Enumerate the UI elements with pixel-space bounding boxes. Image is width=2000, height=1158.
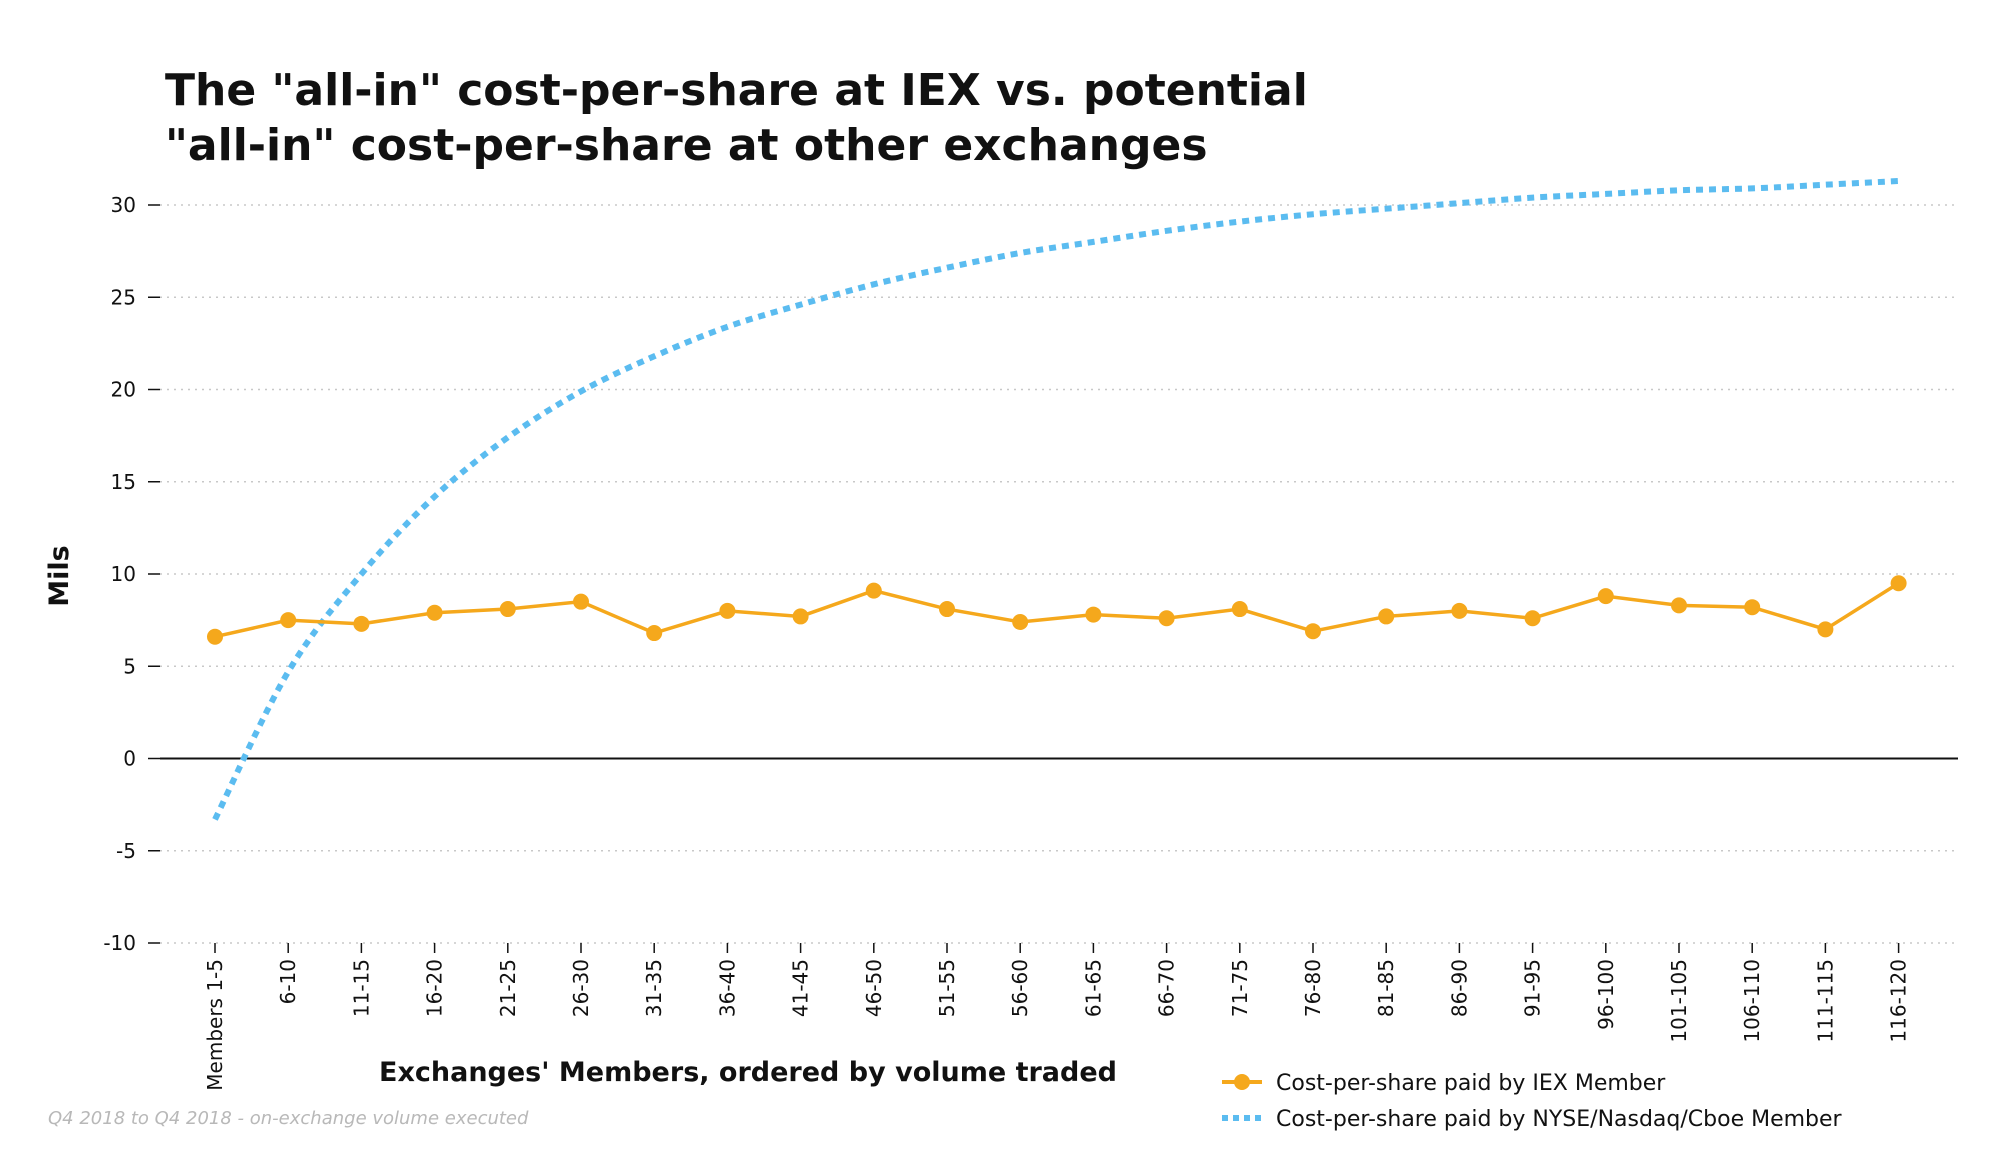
data-point-iex xyxy=(573,593,589,610)
legend-marker-iex xyxy=(1234,1074,1250,1090)
series-layer xyxy=(207,178,1907,821)
x-tick-label: 86-90 xyxy=(1447,959,1471,1017)
data-point-iex xyxy=(865,582,882,599)
y-tick-label: 20 xyxy=(111,378,136,402)
x-tick-label: 56-60 xyxy=(1008,959,1032,1017)
data-point-iex xyxy=(353,615,370,632)
data-point-iex xyxy=(1158,610,1175,627)
x-tick-label: Members 1-5 xyxy=(203,959,227,1091)
x-tick-label: 21-25 xyxy=(496,959,520,1017)
data-point-iex xyxy=(1012,613,1029,630)
data-point-iex xyxy=(1378,608,1395,625)
data-point-iex xyxy=(1451,602,1468,619)
x-tick-label: 36-40 xyxy=(715,959,739,1017)
x-tick-label: 46-50 xyxy=(862,959,886,1017)
legend-label-iex: Cost-per-share paid by IEX Member xyxy=(1276,1071,1666,1096)
data-point-iex xyxy=(207,628,223,645)
chart-title-line-2: "all-in" cost-per-share at other exchang… xyxy=(165,120,1208,171)
y-tick-label: 15 xyxy=(111,470,136,494)
y-tick-label: 30 xyxy=(111,193,136,217)
chart-title-line-1: The "all-in" cost-per-share at IEX vs. p… xyxy=(165,65,1308,116)
y-tick-label: -10 xyxy=(103,931,136,955)
series-line-iex xyxy=(214,581,1900,639)
data-point-iex xyxy=(939,601,955,618)
data-point-iex xyxy=(646,625,663,642)
x-tick-label: 116-120 xyxy=(1887,959,1911,1043)
data-point-iex xyxy=(1524,610,1541,627)
data-point-iex xyxy=(280,612,297,629)
x-tick-label: 66-70 xyxy=(1155,959,1179,1017)
y-tick-label: -5 xyxy=(116,839,136,863)
x-tick-label: 91-95 xyxy=(1521,959,1545,1017)
data-point-iex xyxy=(1744,599,1761,616)
legend: Cost-per-share paid by IEX Member Cost-p… xyxy=(1222,1071,1843,1132)
x-tick-label: 26-30 xyxy=(569,959,593,1017)
y-tick-label: 10 xyxy=(111,562,136,586)
data-point-iex xyxy=(426,604,443,621)
y-tick-label: 0 xyxy=(123,747,136,771)
data-point-iex xyxy=(1597,588,1614,605)
data-point-iex xyxy=(1305,623,1321,640)
x-tick-label: 16-20 xyxy=(423,959,447,1017)
data-point-iex xyxy=(1671,597,1687,614)
x-axis: Members 1-5 6-10 11-15 16-20 21-25 26-30 31-35… xyxy=(203,943,1911,1091)
x-tick-label: 6-10 xyxy=(276,959,300,1004)
x-tick-label: 61-65 xyxy=(1081,959,1105,1017)
data-point-iex xyxy=(792,608,809,625)
gridlines xyxy=(160,204,1958,944)
data-point-iex xyxy=(1817,621,1834,638)
series-line-other-exchanges xyxy=(212,178,1899,821)
x-tick-label: 81-85 xyxy=(1374,959,1398,1017)
x-tick-label: 76-80 xyxy=(1301,959,1325,1017)
y-axis: 30 25 20 15 10 5 0 -5 -10 xyxy=(103,193,160,955)
data-point-iex xyxy=(1890,575,1907,592)
y-tick-label: 25 xyxy=(111,285,136,309)
x-tick-label: 101-105 xyxy=(1667,959,1691,1043)
x-tick-label: 51-55 xyxy=(935,959,959,1017)
data-point-iex xyxy=(499,601,516,618)
data-point-iex xyxy=(1231,601,1248,618)
x-tick-label: 41-45 xyxy=(789,959,813,1017)
data-point-iex xyxy=(1085,606,1102,623)
y-axis-title: Mils xyxy=(44,545,75,606)
x-tick-label: 96-100 xyxy=(1594,959,1618,1030)
x-tick-label: 106-110 xyxy=(1740,959,1764,1043)
data-point-iex xyxy=(719,602,736,619)
legend-label-other-exchanges: Cost-per-share paid by NYSE/Nasdaq/Cboe … xyxy=(1276,1107,1843,1132)
x-axis-title: Exchanges' Members, ordered by volume tr… xyxy=(379,1057,1117,1088)
x-tick-label: 71-75 xyxy=(1228,959,1252,1017)
y-tick-label: 5 xyxy=(123,654,136,678)
footnote: Q4 2018 to Q4 2018 - on-exchange volume … xyxy=(48,1108,529,1129)
x-tick-label: 111-115 xyxy=(1813,959,1837,1043)
x-tick-label: 11-15 xyxy=(349,959,373,1017)
x-tick-label: 31-35 xyxy=(642,959,666,1017)
